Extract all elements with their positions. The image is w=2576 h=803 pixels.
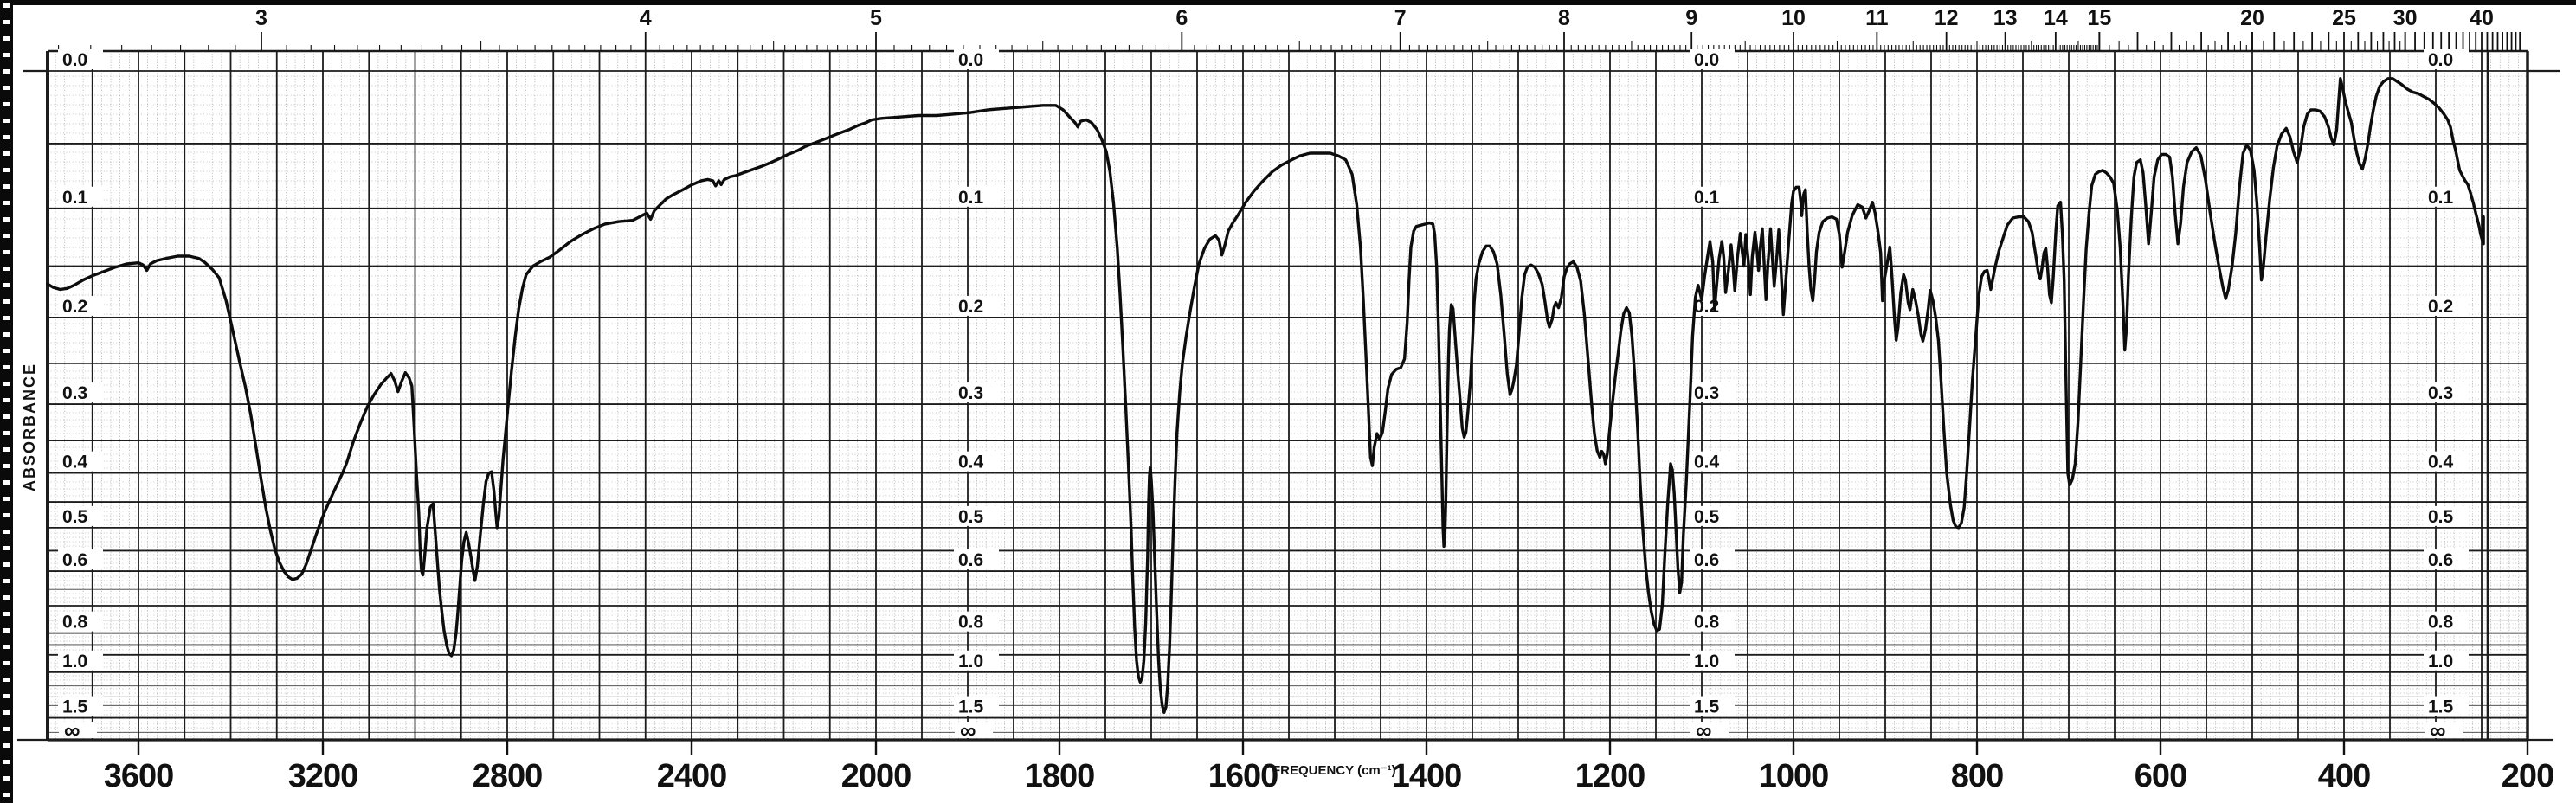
svg-text:0.0: 0.0 <box>62 50 87 70</box>
svg-text:400: 400 <box>2318 758 2370 794</box>
svg-text:0.3: 0.3 <box>958 383 983 403</box>
top-micron-labels: 3 4 5 6 7 8 9 10 11 12 13 14 15 20 25 30 40 <box>255 6 2494 30</box>
svg-text:0.5: 0.5 <box>62 507 88 527</box>
svg-text:0.0: 0.0 <box>2428 50 2453 70</box>
svg-text:1.5: 1.5 <box>62 697 88 717</box>
svg-text:15: 15 <box>2087 6 2111 30</box>
svg-text:0.5: 0.5 <box>2428 507 2454 527</box>
svg-text:9: 9 <box>1685 6 1697 30</box>
svg-text:25: 25 <box>2332 6 2356 30</box>
svg-text:0.2: 0.2 <box>2428 297 2453 317</box>
svg-text:∞: ∞ <box>2430 717 2446 743</box>
film-strip <box>0 0 13 803</box>
svg-text:0.4: 0.4 <box>958 453 984 472</box>
svg-text:1600: 1600 <box>1208 758 1278 794</box>
svg-text:20: 20 <box>2240 6 2264 30</box>
grid-major-horizontal <box>48 49 2528 742</box>
svg-text:800: 800 <box>1951 758 2003 794</box>
svg-text:0.8: 0.8 <box>62 613 88 633</box>
svg-text:1.0: 1.0 <box>958 652 983 671</box>
svg-text:0.4: 0.4 <box>62 453 88 472</box>
svg-text:0.1: 0.1 <box>62 188 88 208</box>
x-axis-title: FREQUENCY (cm⁻¹) <box>1272 763 1396 778</box>
bottom-frequency-labels: 3600 3200 2800 2400 2000 1800 1600 1400 1200 1000… <box>104 740 2554 794</box>
svg-text:1.5: 1.5 <box>1694 697 1720 717</box>
svg-text:∞: ∞ <box>64 717 80 743</box>
svg-text:0.2: 0.2 <box>958 297 983 317</box>
svg-text:3600: 3600 <box>104 758 174 794</box>
svg-text:0.8: 0.8 <box>1694 613 1720 633</box>
svg-text:0.3: 0.3 <box>2428 383 2453 403</box>
svg-text:200: 200 <box>2502 758 2553 794</box>
svg-text:0.3: 0.3 <box>1694 383 1719 403</box>
axis-line-extensions <box>17 69 2560 742</box>
svg-text:0.0: 0.0 <box>1694 50 1719 70</box>
svg-text:0.3: 0.3 <box>62 383 87 403</box>
svg-text:14: 14 <box>2044 6 2068 30</box>
y-axis-title: ABSORBANCE <box>21 362 38 491</box>
svg-text:5: 5 <box>870 6 882 30</box>
svg-text:1.0: 1.0 <box>2428 652 2453 671</box>
svg-text:0.2: 0.2 <box>62 297 87 317</box>
svg-text:0.6: 0.6 <box>2428 550 2453 570</box>
svg-text:0.6: 0.6 <box>958 550 983 570</box>
svg-text:30: 30 <box>2393 6 2418 30</box>
svg-text:1000: 1000 <box>1759 758 1829 794</box>
svg-text:0.8: 0.8 <box>958 613 984 633</box>
svg-text:11: 11 <box>1865 6 1889 30</box>
svg-text:40: 40 <box>2470 6 2494 30</box>
grid-major-vertical <box>46 51 2529 740</box>
svg-text:2000: 2000 <box>841 758 911 794</box>
top-micron-ruler <box>58 32 2521 51</box>
svg-text:600: 600 <box>2135 758 2186 794</box>
svg-text:13: 13 <box>1993 6 2018 30</box>
svg-text:0.1: 0.1 <box>2428 188 2454 208</box>
svg-text:∞: ∞ <box>960 717 976 743</box>
svg-text:1.5: 1.5 <box>958 697 984 717</box>
svg-text:12: 12 <box>1935 6 1959 30</box>
svg-text:1200: 1200 <box>1575 758 1645 794</box>
absorbance-trace-line <box>46 77 2485 714</box>
svg-text:0.6: 0.6 <box>62 550 87 570</box>
svg-text:8: 8 <box>1558 6 1570 30</box>
svg-text:3200: 3200 <box>288 758 358 794</box>
svg-text:0.0: 0.0 <box>958 50 983 70</box>
svg-text:0.8: 0.8 <box>2428 613 2454 633</box>
spectrum-trace <box>46 77 2485 714</box>
svg-text:0.1: 0.1 <box>1694 188 1720 208</box>
svg-text:1400: 1400 <box>1392 758 1462 794</box>
scan-top-border <box>0 0 2576 5</box>
svg-text:0.1: 0.1 <box>958 188 984 208</box>
svg-text:2400: 2400 <box>657 758 727 794</box>
svg-text:4: 4 <box>640 6 652 30</box>
svg-text:2800: 2800 <box>473 758 543 794</box>
svg-text:0.4: 0.4 <box>2428 453 2454 472</box>
svg-text:1.0: 1.0 <box>1694 652 1719 671</box>
svg-text:0.5: 0.5 <box>1694 507 1720 527</box>
svg-text:1.5: 1.5 <box>2428 697 2454 717</box>
svg-text:∞: ∞ <box>1696 717 1712 743</box>
grid-minor-vertical <box>55 51 2519 740</box>
svg-text:0.4: 0.4 <box>1694 453 1720 472</box>
absorbance-scale-labels: 0.00.10.20.30.40.50.60.81.01.5∞0.00.10.2… <box>58 49 2469 743</box>
film-sprocket-holes <box>3 3 10 800</box>
svg-text:10: 10 <box>1781 6 1806 30</box>
svg-text:6: 6 <box>1175 6 1188 30</box>
svg-text:0.6: 0.6 <box>1694 550 1719 570</box>
svg-text:0.5: 0.5 <box>958 507 984 527</box>
svg-text:3: 3 <box>255 6 267 30</box>
svg-text:1.0: 1.0 <box>62 652 87 671</box>
svg-text:7: 7 <box>1394 6 1407 30</box>
svg-text:1800: 1800 <box>1025 758 1095 794</box>
